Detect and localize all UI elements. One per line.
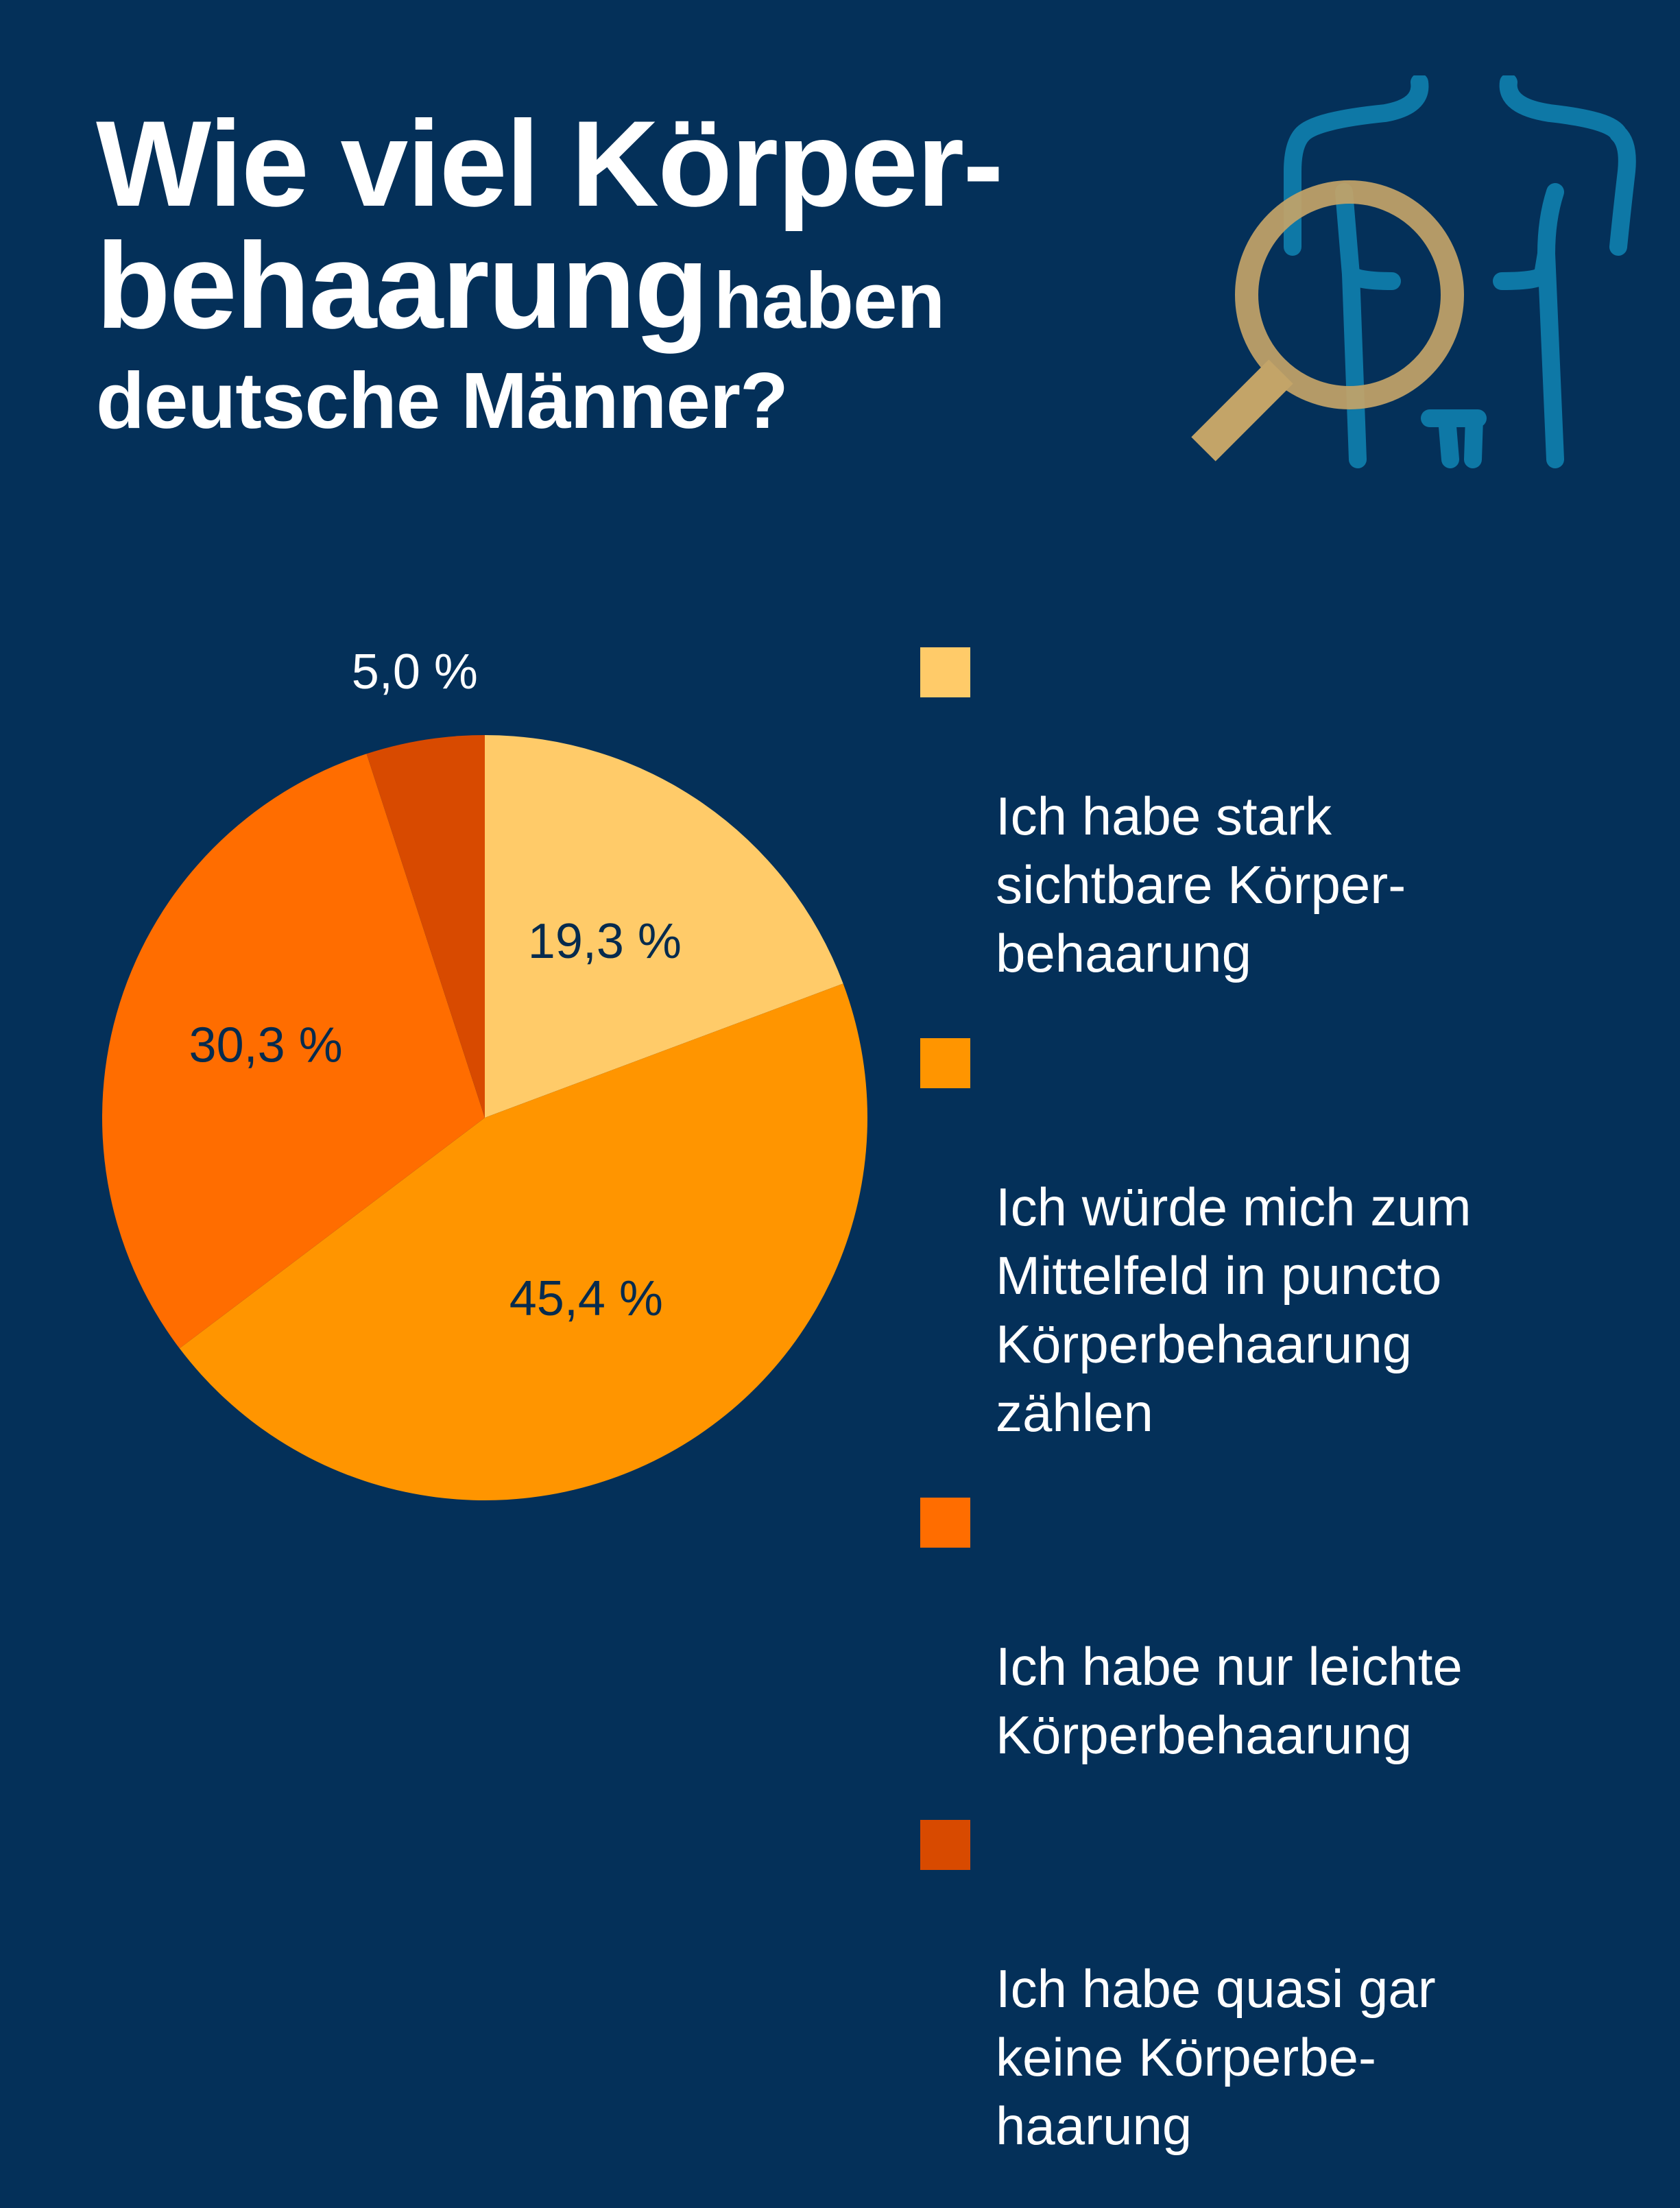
pie-chart: 19,3 % 45,4 % 30,3 % 5,0 % [101,645,867,1500]
title-line-1: Wie viel Körper- [96,95,1004,232]
legend-item: Ich habe nur leichte Körperbehaarung [920,1495,1606,1769]
magnifier-over-body-icon [1191,75,1636,468]
legend-swatch [920,647,970,697]
title-line-2-big: behaarung [96,217,709,354]
legend-swatch [920,1038,970,1088]
magnifier-icon [1191,180,1464,461]
chart-title: Wie viel Körper- behaarung haben deutsch… [96,95,1262,445]
title-line-2: behaarung haben [96,225,1262,347]
legend-label: Ich habe quasi gar keine Körperbe- haaru… [996,1958,1436,2156]
body-outline-icon [1284,75,1636,468]
legend-label: Ich habe stark sichtbare Körper- behaaru… [996,786,1406,983]
title-line-3: deutsche Männer? [96,356,789,445]
legend-label: Ich habe nur leichte Körperbehaarung [996,1636,1463,1765]
pie-slice [101,754,485,1349]
pie-slice [179,983,867,1500]
pie-slice [485,735,843,1118]
slice-value-label: 19,3 % [528,914,682,969]
legend-swatch [920,1498,970,1548]
pie-slice [366,735,485,1118]
legend-item: Ich habe stark sichtbare Körper- behaaru… [920,645,1606,987]
legend: Ich habe stark sichtbare Körper- behaaru… [920,645,1606,2208]
legend-label: Ich würde mich zum Mittelfeld in puncto … [996,1177,1472,1443]
slice-value-label: 5,0 % [352,645,478,699]
title-line-2-small: haben [713,256,946,345]
legend-item: Ich würde mich zum Mittelfeld in puncto … [920,1035,1606,1447]
slice-value-label: 30,3 % [189,1018,343,1073]
legend-swatch [920,1820,970,1870]
slice-value-label: 45,4 % [509,1271,663,1326]
legend-item: Ich habe quasi gar keine Körperbe- haaru… [920,1817,1606,2160]
